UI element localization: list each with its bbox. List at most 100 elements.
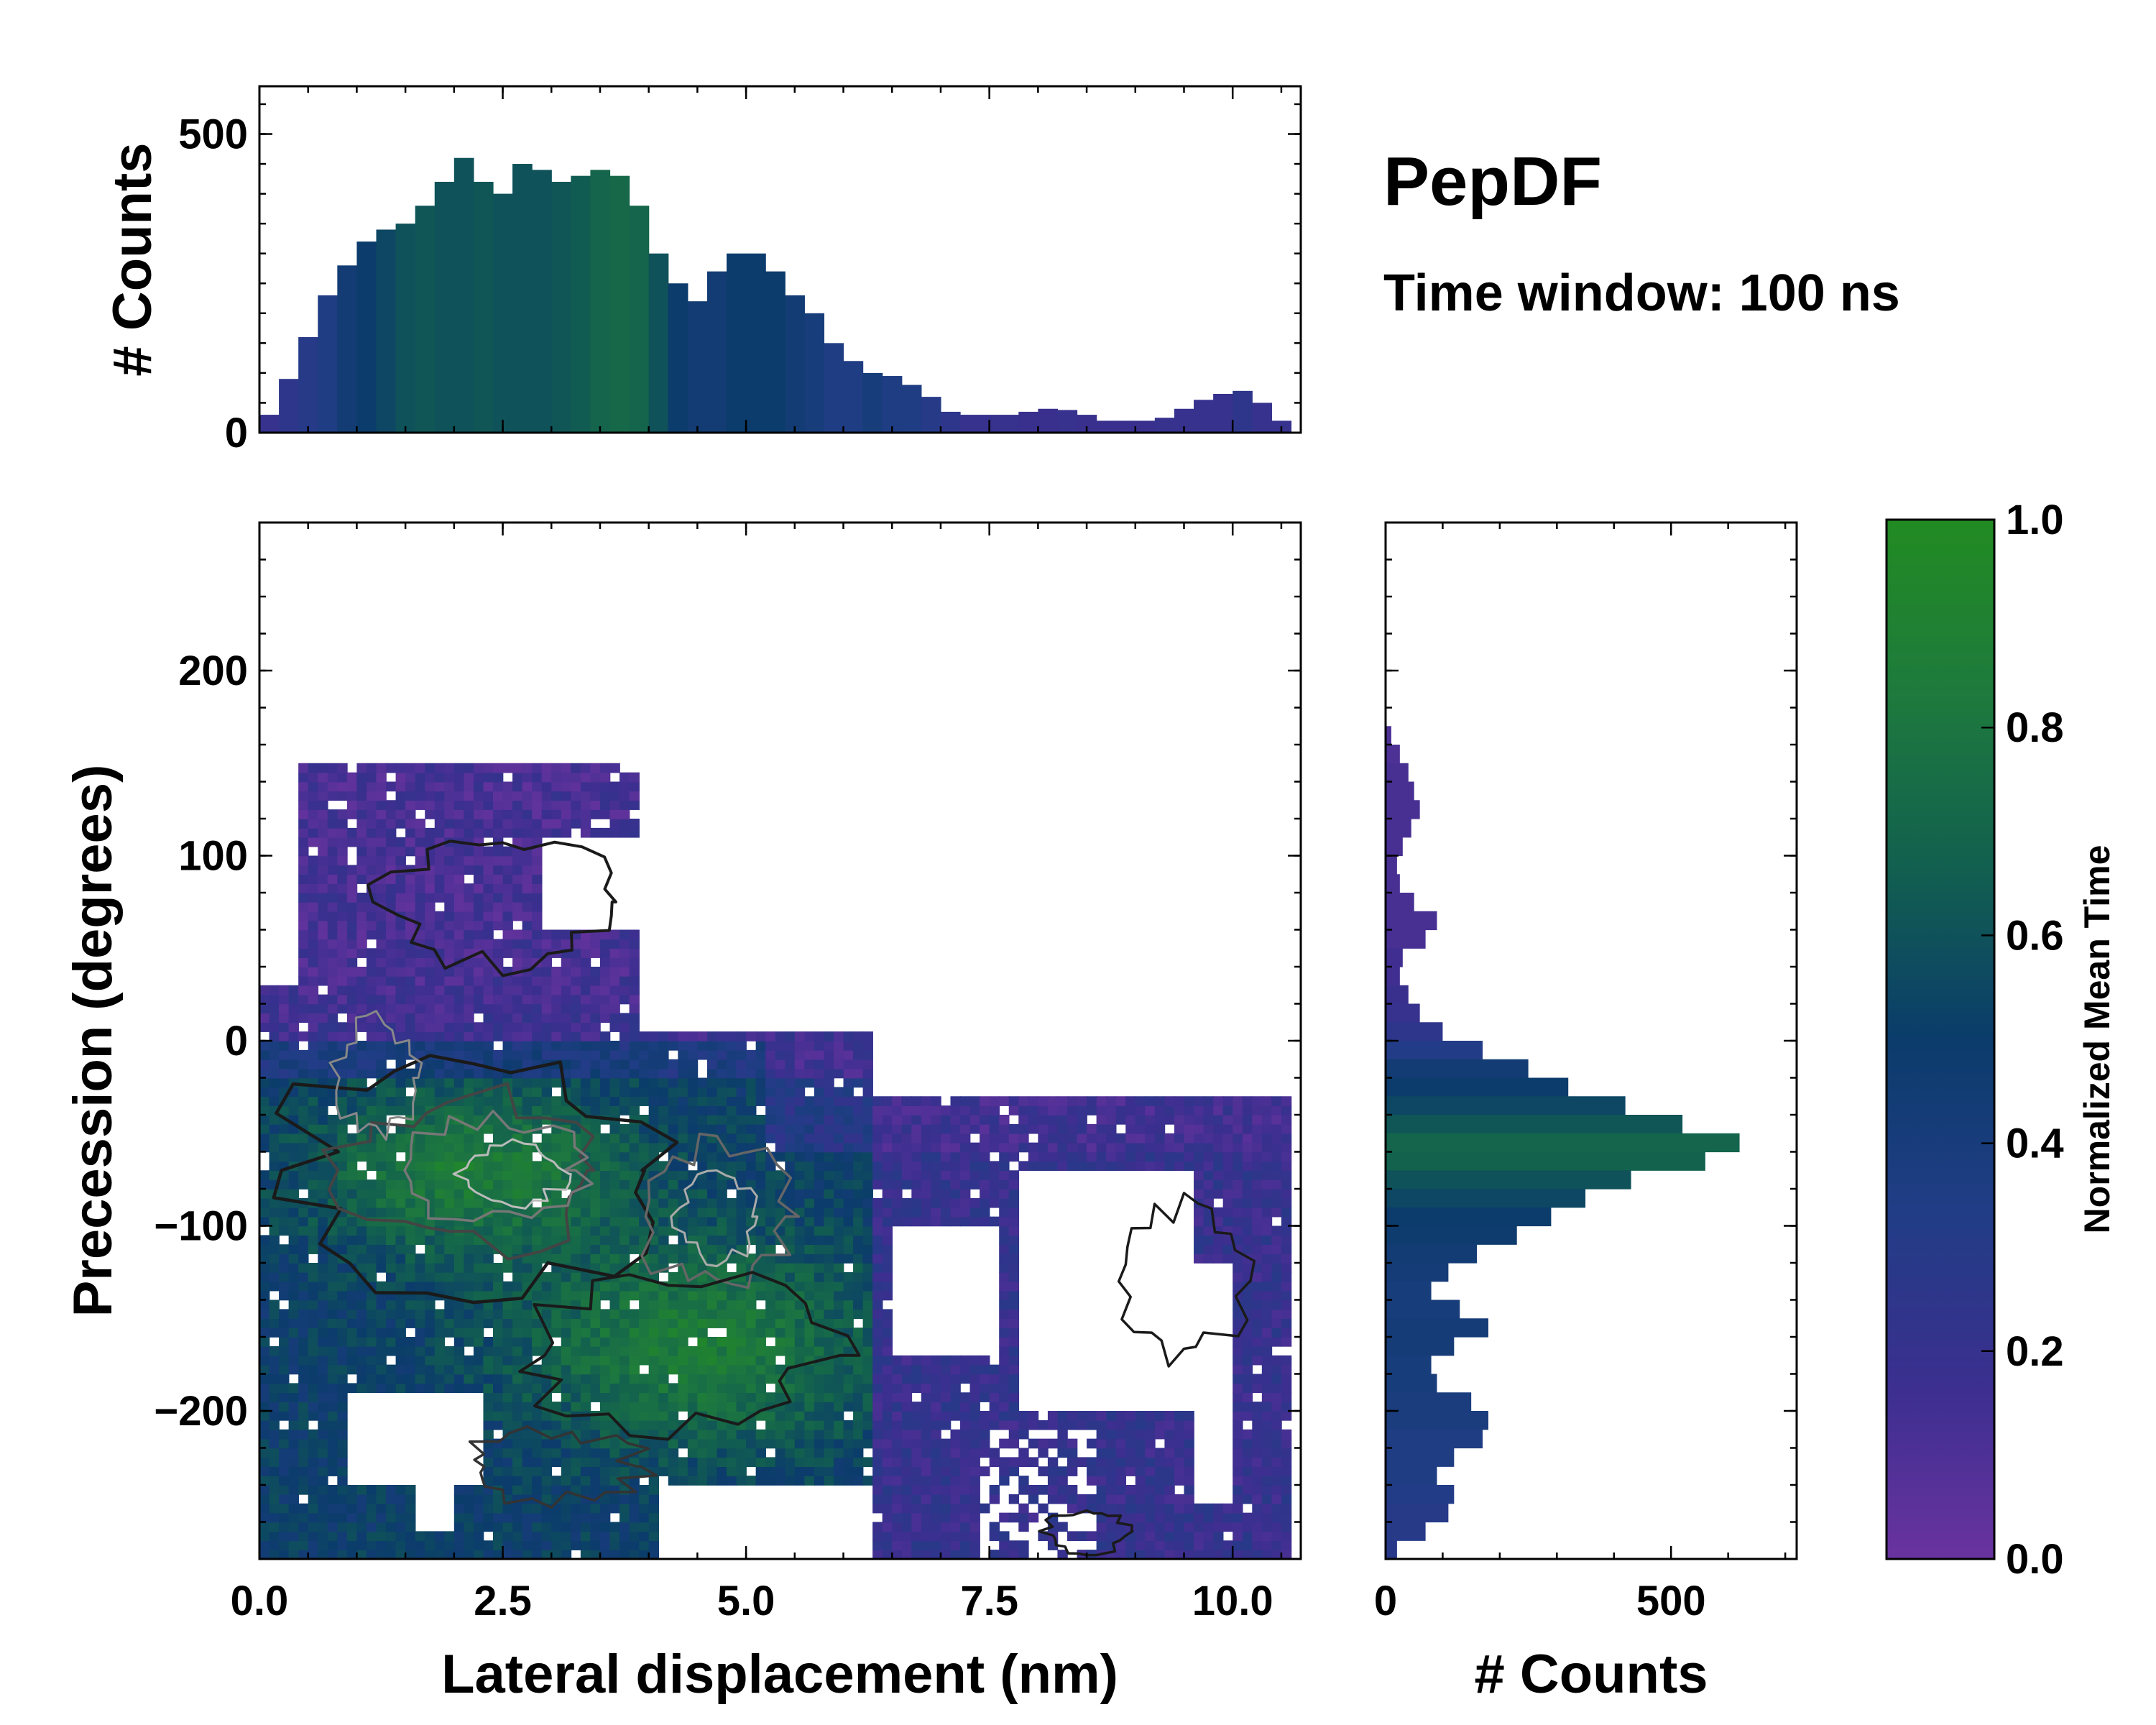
heatmap-cell: [609, 1550, 620, 1559]
heatmap-cell: [453, 920, 465, 931]
heatmap-cell: [337, 809, 348, 819]
heatmap-cell: [308, 1290, 319, 1301]
heatmap-cell: [931, 1216, 941, 1227]
heatmap-cell: [727, 1429, 737, 1440]
heatmap-cell: [395, 800, 406, 810]
heatmap-cell: [434, 1077, 446, 1088]
heatmap-cell: [969, 1216, 980, 1227]
heatmap-cell: [882, 1411, 893, 1421]
heatmap-cell: [1087, 1123, 1097, 1134]
heatmap-cell: [746, 1438, 757, 1449]
heatmap-cell: [746, 1300, 757, 1310]
heatmap-cell: [775, 1337, 786, 1347]
heatmap-cell: [512, 874, 523, 884]
heatmap-cell: [434, 855, 446, 866]
heatmap-cell: [346, 1271, 358, 1282]
heatmap-cell: [356, 800, 367, 810]
heatmap-cell: [999, 1151, 1010, 1162]
heatmap-cell: [561, 827, 572, 838]
heatmap-cell: [493, 1346, 504, 1356]
heatmap-cell: [473, 1105, 484, 1116]
heatmap-cell: [833, 1420, 844, 1430]
heatmap-cell: [346, 1059, 358, 1070]
heatmap-cell: [356, 1197, 367, 1208]
heatmap-cell: [444, 1281, 455, 1292]
heatmap-cell: [502, 855, 513, 866]
heatmap-cell: [493, 1531, 504, 1542]
heatmap-cell: [1038, 1420, 1049, 1430]
heatmap-cell: [824, 1374, 834, 1384]
heatmap-cell: [580, 781, 591, 792]
heatmap-cell: [415, 791, 426, 801]
heatmap-cell: [512, 1022, 523, 1032]
heatmap-cell: [911, 1503, 922, 1514]
heatmap-cell: [746, 1170, 757, 1180]
heatmap-cell: [327, 948, 338, 958]
heatmap-cell: [746, 1059, 757, 1070]
heatmap-cell: [989, 1494, 1000, 1504]
heatmap-cell: [269, 1271, 280, 1282]
heatmap-cell: [727, 1457, 737, 1468]
heatmap-cell: [318, 1049, 328, 1060]
heatmap-cell: [814, 1123, 825, 1134]
heatmap-cell: [1008, 1281, 1020, 1292]
heatmap-cell: [453, 1049, 465, 1060]
heatmap-cell: [269, 1151, 280, 1162]
heatmap-cell: [561, 791, 572, 801]
heatmap-cell: [1057, 1123, 1068, 1134]
heatmap-cell: [619, 1300, 630, 1310]
heatmap-cell: [619, 1337, 630, 1347]
top-histogram-bar: [824, 343, 844, 433]
heatmap-cell: [658, 1328, 669, 1338]
heatmap-cell: [736, 1096, 747, 1106]
heatmap-cell: [298, 1300, 309, 1310]
heatmap-cell: [259, 1512, 270, 1523]
heatmap-cell: [386, 975, 397, 986]
heatmap-cell: [512, 1550, 523, 1559]
heatmap-cell: [1038, 1115, 1049, 1125]
heatmap-cell: [639, 1096, 650, 1106]
heatmap-cell: [969, 1355, 980, 1366]
heatmap-cell: [833, 1151, 844, 1162]
heatmap-cell: [599, 1031, 611, 1041]
heatmap-cell: [493, 1503, 504, 1514]
heatmap-cell: [512, 975, 523, 986]
heatmap-cell: [1008, 1244, 1020, 1254]
heatmap-cell: [453, 781, 465, 792]
heatmap-cell: [590, 1170, 601, 1180]
heatmap-cell: [668, 1105, 679, 1116]
heatmap-cell: [561, 1476, 572, 1486]
heatmap-cell: [434, 1309, 446, 1320]
heatmap-cell: [658, 1429, 669, 1440]
heatmap-cell: [532, 1328, 543, 1338]
top-histogram-frame: [258, 85, 1302, 434]
heatmap-cell: [502, 1476, 513, 1486]
heatmap-cell: [1047, 1161, 1059, 1172]
heatmap-cell: [551, 1318, 562, 1328]
heatmap-cell: [327, 1328, 338, 1338]
heatmap-cell: [571, 1337, 581, 1347]
heatmap-cell: [824, 1318, 834, 1328]
heatmap-cell: [755, 1031, 766, 1041]
heatmap-cell: [980, 1115, 990, 1125]
heatmap-cell: [356, 819, 367, 829]
heatmap-cell: [862, 1420, 873, 1430]
heatmap-cell: [522, 1429, 533, 1440]
heatmap-cell: [571, 1271, 581, 1282]
heatmap-cell: [453, 1346, 465, 1356]
heatmap-cell: [882, 1420, 893, 1430]
heatmap-cell: [453, 1105, 465, 1116]
heatmap-cell: [405, 1022, 416, 1032]
heatmap-cell: [1018, 1123, 1029, 1134]
heatmap-cell: [512, 1271, 523, 1282]
heatmap-cell: [619, 1281, 630, 1292]
heatmap-cell: [483, 1420, 494, 1430]
heatmap-cell: [804, 1254, 815, 1264]
heatmap-cell: [415, 1531, 426, 1542]
heatmap-cell: [717, 1115, 727, 1125]
heatmap-cell: [999, 1096, 1010, 1106]
heatmap-cell: [678, 1077, 688, 1088]
heatmap-cell: [561, 957, 572, 967]
heatmap-cell: [327, 1346, 338, 1356]
heatmap-cell: [337, 1179, 348, 1190]
